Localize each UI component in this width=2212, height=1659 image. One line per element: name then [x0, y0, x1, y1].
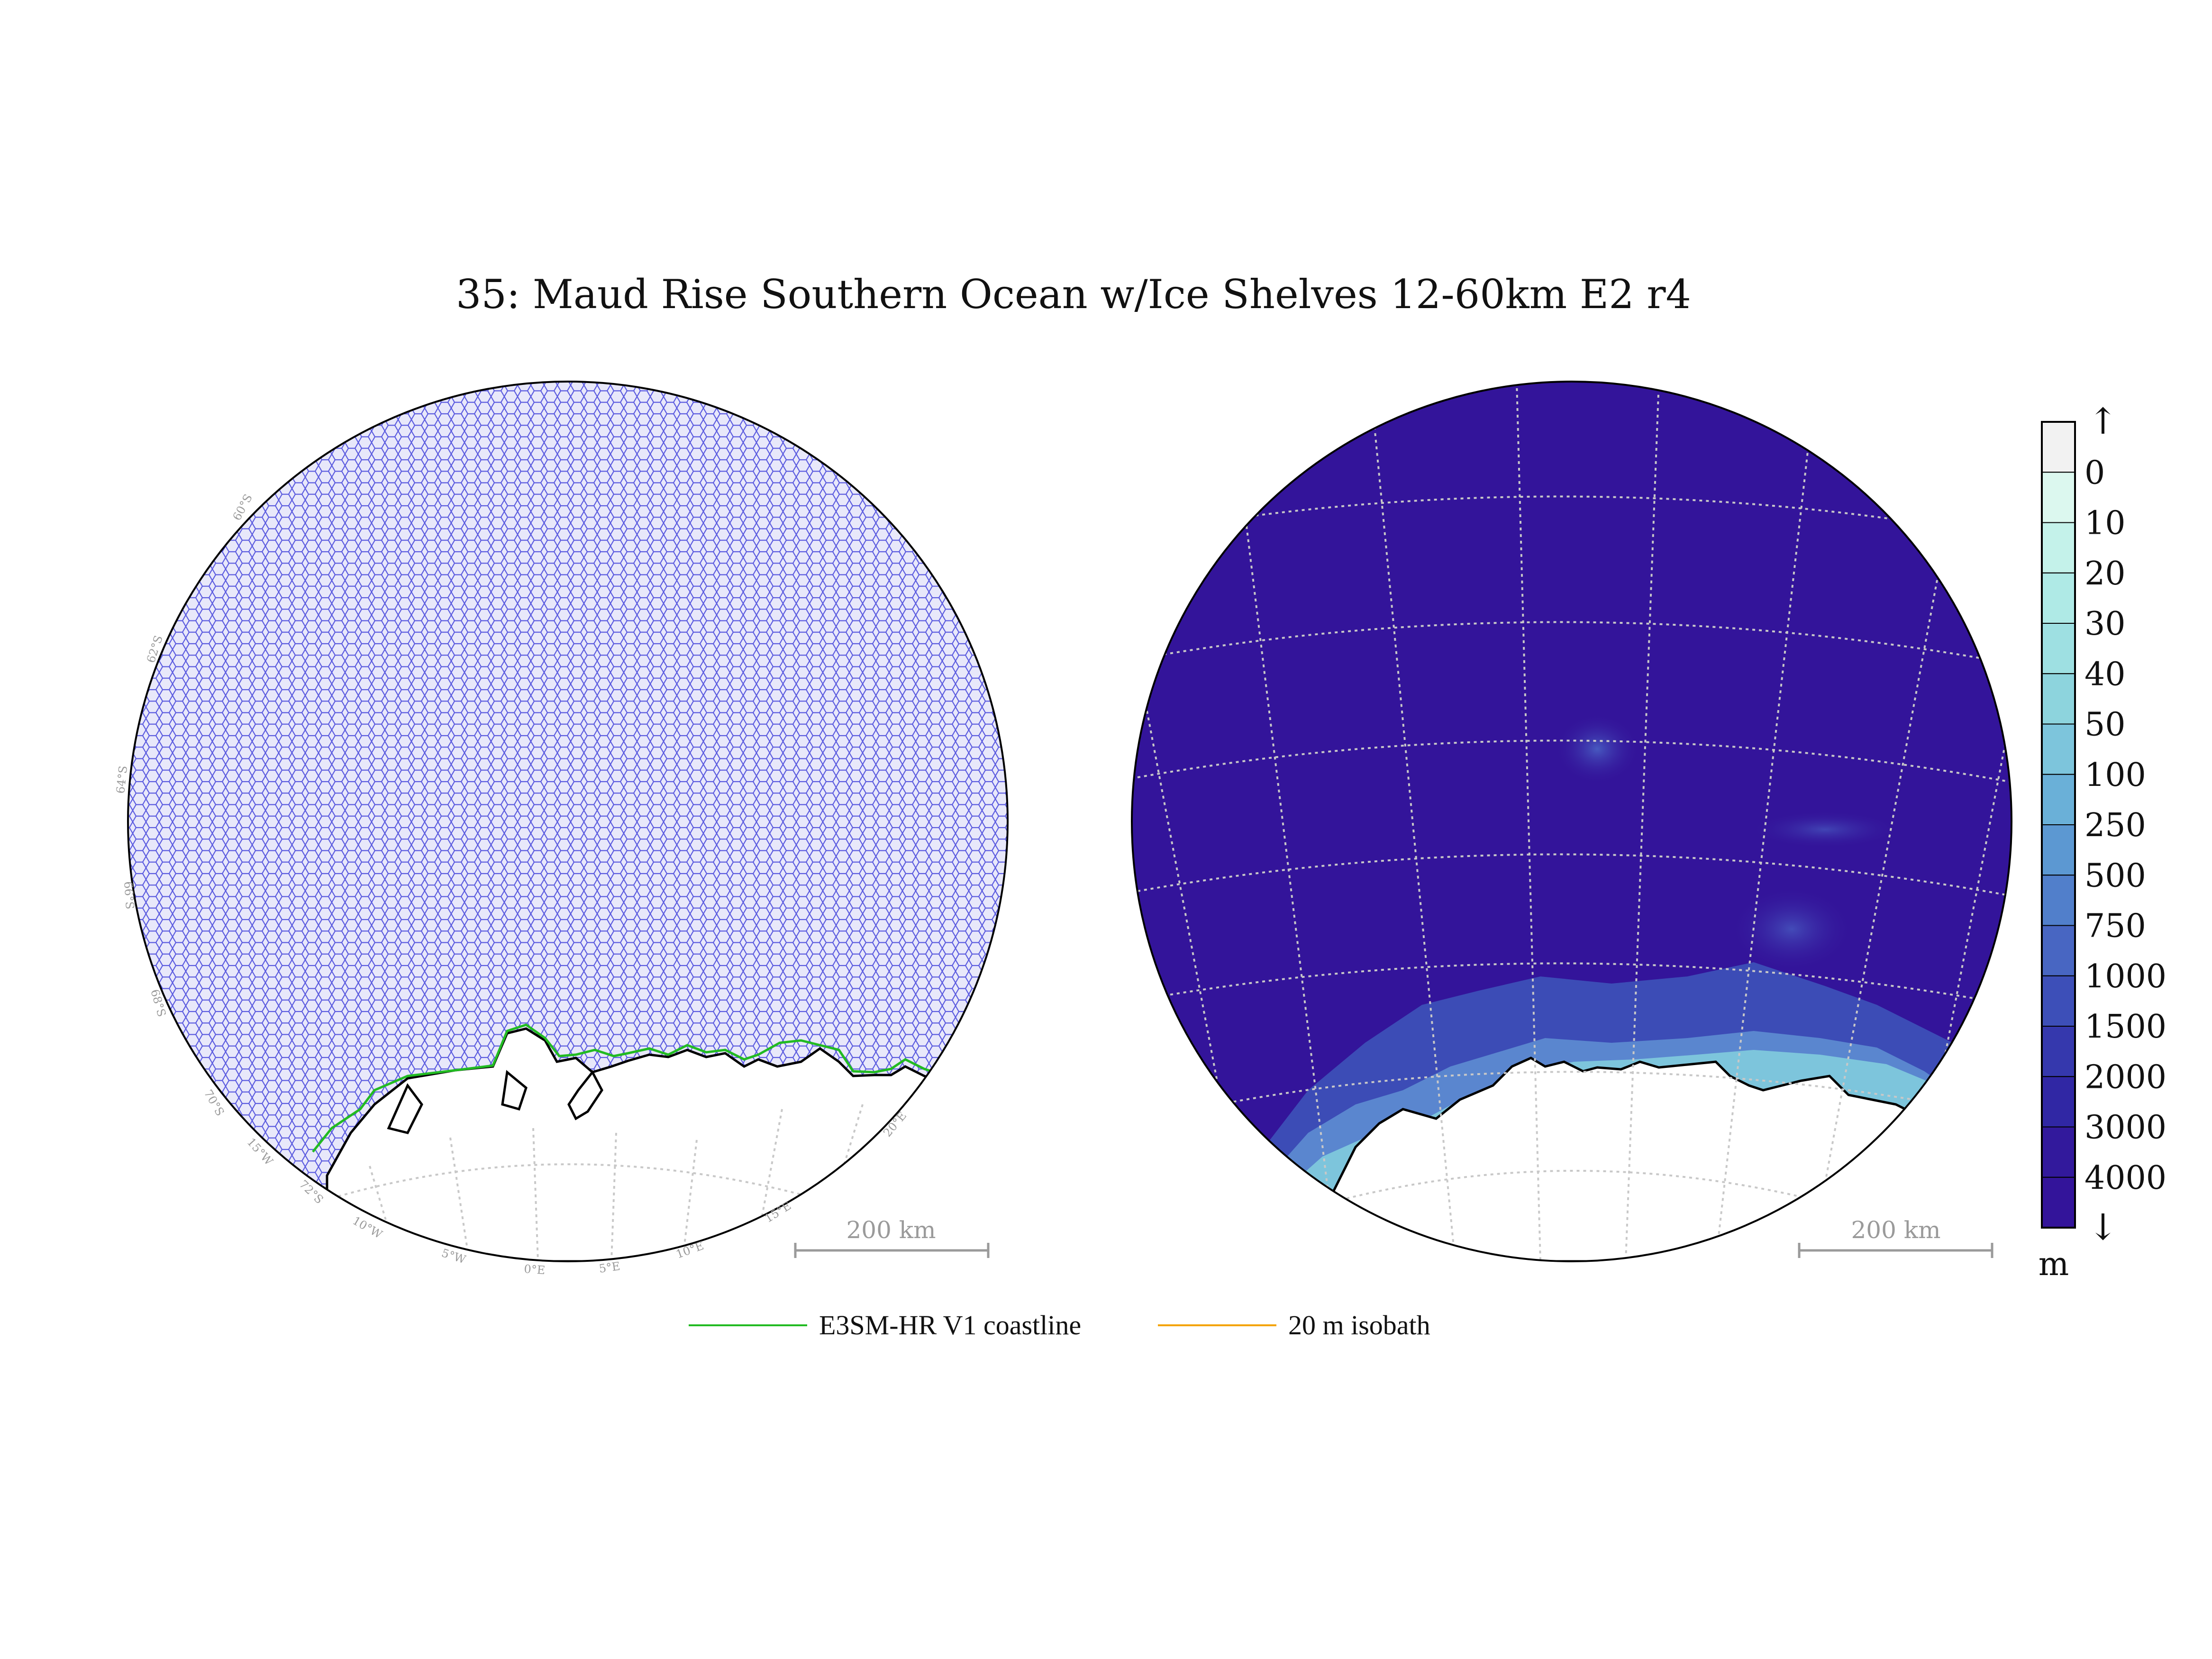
lon-label-0e: 0°E: [524, 1262, 546, 1277]
right-scale-bar: 200 km: [1798, 1216, 1994, 1258]
right-map-bathymetry: 200 km: [1131, 381, 2012, 1262]
colorbar-tick-label: 10: [2085, 505, 2126, 542]
colorbar-tick-label: 4000: [2085, 1159, 2166, 1197]
figure-title: 35: Maud Rise Southern Ocean w/Ice Shelv…: [456, 271, 1691, 318]
right-graticule: [1137, 382, 2012, 1261]
colorbar-tick-label: 3000: [2085, 1109, 2166, 1147]
colorbar-bin: [2041, 421, 2075, 473]
legend-label-20m-isobath: 20 m isobath: [1288, 1310, 1430, 1340]
colorbar-tick-label: 1000: [2085, 958, 2166, 995]
legend: E3SM-HR V1 coastline 20 m isobath: [689, 1310, 1430, 1340]
colorbar-bin: [2041, 975, 2075, 1027]
ice-lobe: [567, 1070, 603, 1121]
depth-colorbar: ↑ 0 10 20 30 40 50 100 250 500 750 1000 1500 2000 300…: [2039, 400, 2166, 1283]
left-map-mesh: 60°S 62°S 64°S 66°S 68°S 70°S 72°S 15°W …: [114, 381, 1009, 1277]
colorbar-bin: [2041, 572, 2075, 624]
colorbar-tick-label: 2000: [2085, 1058, 2166, 1096]
colorbar-tick-label: 30: [2085, 605, 2126, 643]
left-scale-label: 200 km: [846, 1216, 936, 1244]
colorbar-tick-label: 20: [2085, 555, 2126, 592]
colorbar-bin: [2041, 1076, 2075, 1128]
ice-lobe: [387, 1083, 423, 1134]
colorbar-bin: [2041, 522, 2075, 574]
colorbar-tick-label: 500: [2085, 857, 2146, 894]
colorbar-bin: [2041, 824, 2075, 876]
colorbar-frame: [2041, 421, 2076, 1229]
colorbar-tick-label: 0: [2085, 454, 2105, 492]
colorbar-tick-label: 50: [2085, 706, 2126, 744]
colorbar-arrow-bottom: ↓: [2088, 1206, 2118, 1248]
colorbar-tick-label: 250: [2085, 807, 2146, 844]
colorbar-arrow-top: ↑: [2088, 400, 2118, 442]
colorbar-bin: [2041, 774, 2075, 825]
colorbar-bin: [2041, 673, 2075, 725]
e3sm-coastline: [312, 1023, 1008, 1153]
colorbar-bin: [2041, 925, 2075, 976]
bathy-patch: [1749, 811, 1901, 848]
lon-label-5e: 5°E: [598, 1259, 621, 1276]
lat-label-64s: 64°S: [114, 765, 130, 794]
right-scale-label: 200 km: [1851, 1216, 1940, 1244]
colorbar-bins: [2041, 421, 2076, 1229]
colorbar-unit: m: [2039, 1246, 2069, 1283]
colorbar-bin: [2041, 472, 2075, 523]
colorbar-bin: [2041, 623, 2075, 675]
ice-lobe: [501, 1070, 528, 1111]
colorbar-tick-label: 1500: [2085, 1008, 2166, 1046]
left-scale-bar: 200 km: [794, 1216, 990, 1258]
colorbar-bin: [2041, 723, 2075, 775]
colorbar-bin: [2041, 1126, 2075, 1178]
right-map-boundary: [1131, 381, 2012, 1262]
lat-label-66s: 66°S: [121, 881, 137, 910]
colorbar-tick-label: 100: [2085, 757, 2146, 794]
colorbar-bin: [2041, 875, 2075, 926]
colorbar-bin: [2041, 1026, 2075, 1077]
maud-rise: [1555, 713, 1640, 784]
colorbar-tick-label: 750: [2085, 908, 2146, 945]
colorbar-bin: [2041, 1176, 2075, 1228]
bathy-patch: [1730, 886, 1853, 972]
legend-label-e3sm-coastline: E3SM-HR V1 coastline: [819, 1310, 1081, 1340]
colorbar-tick-label: 40: [2085, 656, 2126, 693]
colorbar-labels: 0 10 20 30 40 50 100 250 500 750 1000 1500 2000 3000 4…: [2085, 454, 2166, 1197]
left-map-boundary: [127, 381, 1009, 1262]
